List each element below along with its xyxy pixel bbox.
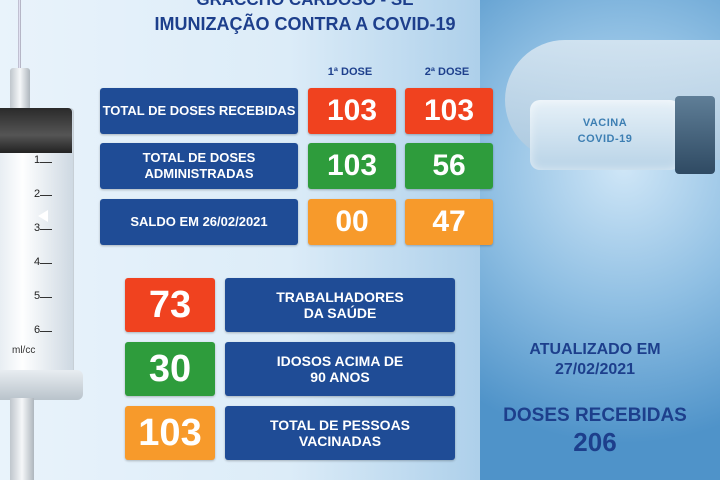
balance-dose2-value: 47 <box>405 199 493 245</box>
row-label-administered: TOTAL DE DOSES ADMINISTRADAS <box>100 143 298 189</box>
syringe-rod <box>10 398 34 480</box>
doses-received-value: 206 <box>573 427 617 457</box>
syringe-tick <box>40 297 52 298</box>
vial-label: VACINA COVID-19 <box>530 115 680 147</box>
health-workers-label-line1: TRABALHADORES <box>276 289 404 305</box>
health-workers-value: 73 <box>125 278 215 332</box>
vial-cap <box>675 96 715 174</box>
administered-dose2-value: 56 <box>405 143 493 189</box>
syringe-tick-label: 5 <box>34 290 41 302</box>
syringe-tick <box>40 331 52 332</box>
health-workers-label-line2: DA SAÚDE <box>303 305 377 321</box>
balance-dose1-value: 00 <box>308 199 396 245</box>
title-city: GRACCHO CARDOSO - SE <box>110 0 500 10</box>
syringe-tick <box>40 263 52 264</box>
row-label-received: TOTAL DE DOSES RECEBIDAS <box>100 88 298 134</box>
doses-received-summary: DOSES RECEBIDAS 206 <box>480 405 710 457</box>
syringe-plunger <box>0 108 72 153</box>
syringe-needle <box>18 0 21 70</box>
syringe-unit-label: ml/cc <box>12 345 36 356</box>
syringe-tick-label: 6 <box>34 324 41 336</box>
syringe-tick-label: 4 <box>34 256 41 268</box>
updated-date: 27/02/2021 <box>554 361 636 378</box>
syringe-hub <box>10 68 30 110</box>
vaccinated-total-label-line2: VACINADAS <box>298 433 382 449</box>
title-campaign: IMUNIZAÇÃO CONTRA A COVID-19 <box>154 14 456 34</box>
syringe-flange <box>0 370 83 400</box>
vaccinated-total-value: 103 <box>125 406 215 460</box>
dose2-header: 2ª DOSE <box>424 66 470 78</box>
vaccinated-total-label-line1: TOTAL DE PESSOAS <box>269 417 411 433</box>
received-dose1-value: 103 <box>308 88 396 134</box>
dose1-header: 1ª DOSE <box>327 66 373 78</box>
administered-dose1-value: 103 <box>308 143 396 189</box>
syringe-tick-label: 1 <box>34 154 41 166</box>
updated-label: ATUALIZADO EM <box>529 341 661 358</box>
syringe-tick-label: 3 <box>34 222 41 234</box>
syringe-pointer <box>38 210 48 222</box>
health-workers-label: TRABALHADORES DA SAÚDE <box>225 278 455 332</box>
row-label-balance: SALDO EM 26/02/2021 <box>100 199 298 245</box>
syringe-tick <box>40 162 52 163</box>
elderly-label: IDOSOS ACIMA DE 90 ANOS <box>225 342 455 396</box>
elderly-value: 30 <box>125 342 215 396</box>
updated-info: ATUALIZADO EM 27/02/2021 <box>495 340 695 380</box>
syringe-tick-label: 2 <box>34 188 41 200</box>
vaccine-vial-image <box>530 100 680 170</box>
doses-received-label: DOSES RECEBIDAS <box>503 405 687 426</box>
received-dose2-value: 103 <box>405 88 493 134</box>
vial-label-line1: VACINA <box>582 117 628 129</box>
syringe-tick <box>40 195 52 196</box>
vaccinated-total-label: TOTAL DE PESSOAS VACINADAS <box>225 406 455 460</box>
elderly-label-line1: IDOSOS ACIMA DE <box>276 353 404 369</box>
syringe-tick <box>40 229 52 230</box>
elderly-label-line2: 90 ANOS <box>310 369 370 385</box>
vial-label-line2: COVID-19 <box>577 133 633 145</box>
